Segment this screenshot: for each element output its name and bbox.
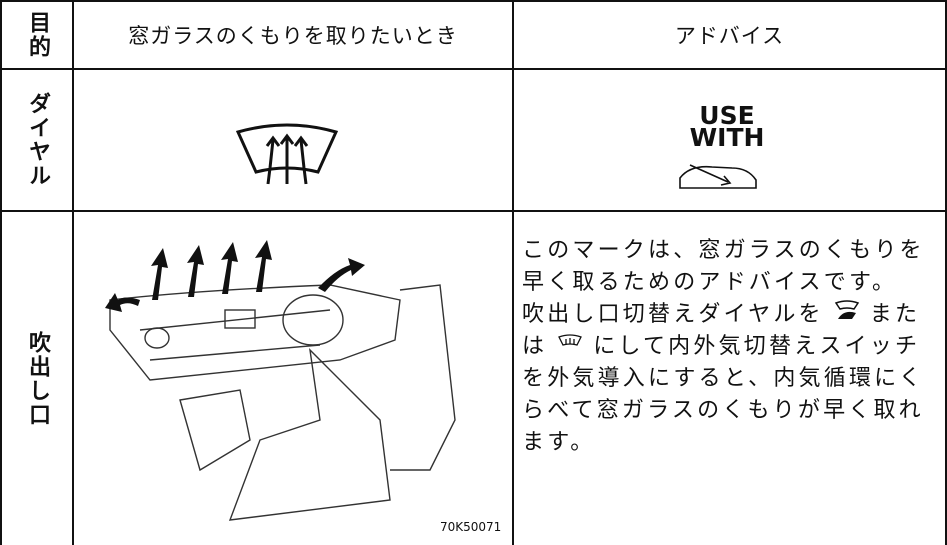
text-run: 吹出し口切替えダイヤルを [522, 302, 824, 327]
text-line: を外気導入にすると、内気循環にく [522, 360, 924, 392]
border [0, 210, 947, 212]
defrost-foot-icon [834, 300, 859, 319]
text-line: このマークは、窓ガラスのくもりを [522, 232, 925, 264]
border [0, 68, 947, 70]
text-line: 早く取るためのアドバイスです。 [522, 264, 897, 296]
dashboard-illustration [109, 284, 456, 521]
border [945, 0, 947, 545]
text-run: このマークは、窓ガラスのくもりを [522, 238, 925, 263]
text-run: 早く取るためのアドバイスです。 [522, 270, 898, 295]
row-label: 吹出し口 [25, 330, 50, 427]
text-run: らべて窓ガラスのくもりが早く取れ [522, 398, 924, 423]
text-line: らべて窓ガラスのくもりが早く取れ [522, 392, 924, 424]
border [0, 0, 947, 2]
icon [555, 331, 585, 357]
text-run: は [522, 334, 548, 359]
header-case: 窓ガラスのくもりを取りたいとき [128, 24, 458, 48]
border [0, 0, 2, 545]
text-run: にして内外気切替えスイッチ [593, 334, 921, 359]
use-with: USE WITH [672, 101, 782, 152]
icon [832, 297, 862, 327]
vent-arrows [105, 240, 365, 312]
header-purpose: 目的 [25, 11, 50, 59]
text-line: ます。 [522, 424, 595, 456]
row-label: ダイヤル [25, 92, 50, 188]
text-run: を外気導入にすると、内気循環にく [522, 366, 925, 391]
border [72, 0, 74, 545]
defroster-icon [235, 123, 339, 185]
header-advice: アドバイス [674, 24, 785, 48]
use-text: USE [699, 101, 755, 130]
text-line: は にして内外気切替えスイッチ [522, 328, 920, 360]
with-text: WITH [689, 123, 765, 152]
fresh-air-icon [679, 164, 757, 189]
defrost-icon [558, 334, 583, 346]
text-run: また [869, 302, 921, 327]
figure-code: 70K50071 [440, 520, 502, 534]
border [512, 0, 514, 545]
text-line: 吹出し口切替えダイヤルを また [522, 296, 920, 328]
text-run: ます。 [522, 430, 596, 455]
